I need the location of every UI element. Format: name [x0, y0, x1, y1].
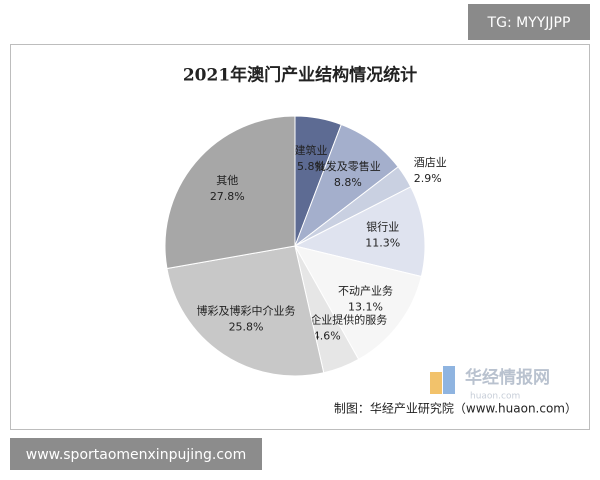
- watermark-url: huaon.com: [470, 392, 520, 402]
- chart-title: 2021年澳门产业结构情况统计: [183, 65, 417, 86]
- pie-slice: [294, 245, 422, 361]
- pie: 建筑业 5.8%批发及零售业 8.8% 酒店业 2.9% 银行业 11.3% 不动产业务 13.…: [164, 115, 447, 377]
- data-label-value: 27.8%: [210, 190, 245, 203]
- data-label-category: 其他: [216, 174, 238, 187]
- source: 制图：华经产业研究院（www.huaon.com）: [334, 401, 577, 416]
- data-label-category: 博彩及博彩中介业务: [197, 305, 296, 318]
- watermark-logo: [430, 372, 442, 394]
- watermark: 华经情报网 huaon.com: [430, 366, 550, 402]
- data-label-value: 25.8%: [229, 321, 264, 334]
- pie-slice: [166, 245, 325, 377]
- data-label-value: 2.9%: [414, 172, 442, 185]
- data-label-value: 11.3%: [365, 237, 400, 250]
- data-label-value: 8.8%: [334, 176, 362, 189]
- data-label-value: 5.8%: [297, 160, 325, 173]
- data-label-value: 13.1%: [348, 300, 383, 313]
- data-label-category: 酒店业: [414, 155, 447, 169]
- data-label-category: 银行业: [366, 220, 399, 234]
- watermark-title: 华经情报网: [465, 367, 550, 388]
- footer-bg: [10, 438, 262, 470]
- data-label-value: 4.6%: [313, 330, 341, 343]
- data-label-category: 建筑业: [295, 143, 328, 157]
- footer: www.sportaomenxinpujing.com: [26, 447, 246, 463]
- data-label-category: 不动产业务: [338, 283, 393, 297]
- pie-slice: [293, 186, 426, 278]
- badge: TG: MYYJJPP: [487, 15, 571, 31]
- pie-slice: [164, 115, 296, 270]
- data-label-category: 批发及零售业: [315, 159, 381, 173]
- watermark-logo: [443, 366, 455, 394]
- badge-bg: [468, 4, 590, 40]
